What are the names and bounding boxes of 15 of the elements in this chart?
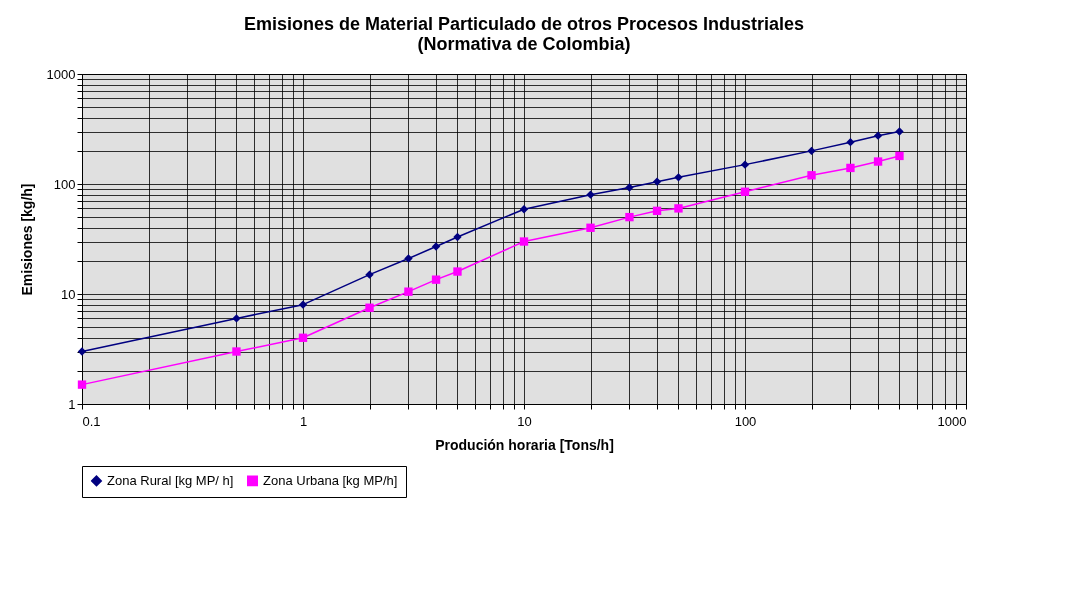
x-tick-label: 10 bbox=[517, 413, 532, 429]
text: Emisiones de Material Particulado de otros Procesos Industriales bbox=[243, 14, 805, 34]
x-tick-label: 1000 bbox=[937, 413, 967, 429]
legend-label: Zona Urbana [kg MP/h] bbox=[263, 472, 398, 488]
x-tick-label: 1 bbox=[299, 413, 308, 429]
x-tick-label: 100 bbox=[734, 413, 757, 429]
x-tick-label: 0.1 bbox=[82, 413, 101, 429]
legend-label: Zona Rural [kg MP/ h] bbox=[107, 472, 234, 488]
text: (Normativa de Colombia) bbox=[417, 34, 631, 54]
y-tick-label: 1000 bbox=[46, 66, 76, 82]
x-axis-title: Produción horaria [Tons/h] bbox=[435, 436, 614, 453]
y-tick-label: 10 bbox=[61, 286, 76, 302]
y-tick-label: 100 bbox=[53, 176, 76, 192]
y-axis-title: Emisiones [kg/h] bbox=[18, 183, 35, 296]
y-tick-label: 1 bbox=[68, 396, 76, 412]
